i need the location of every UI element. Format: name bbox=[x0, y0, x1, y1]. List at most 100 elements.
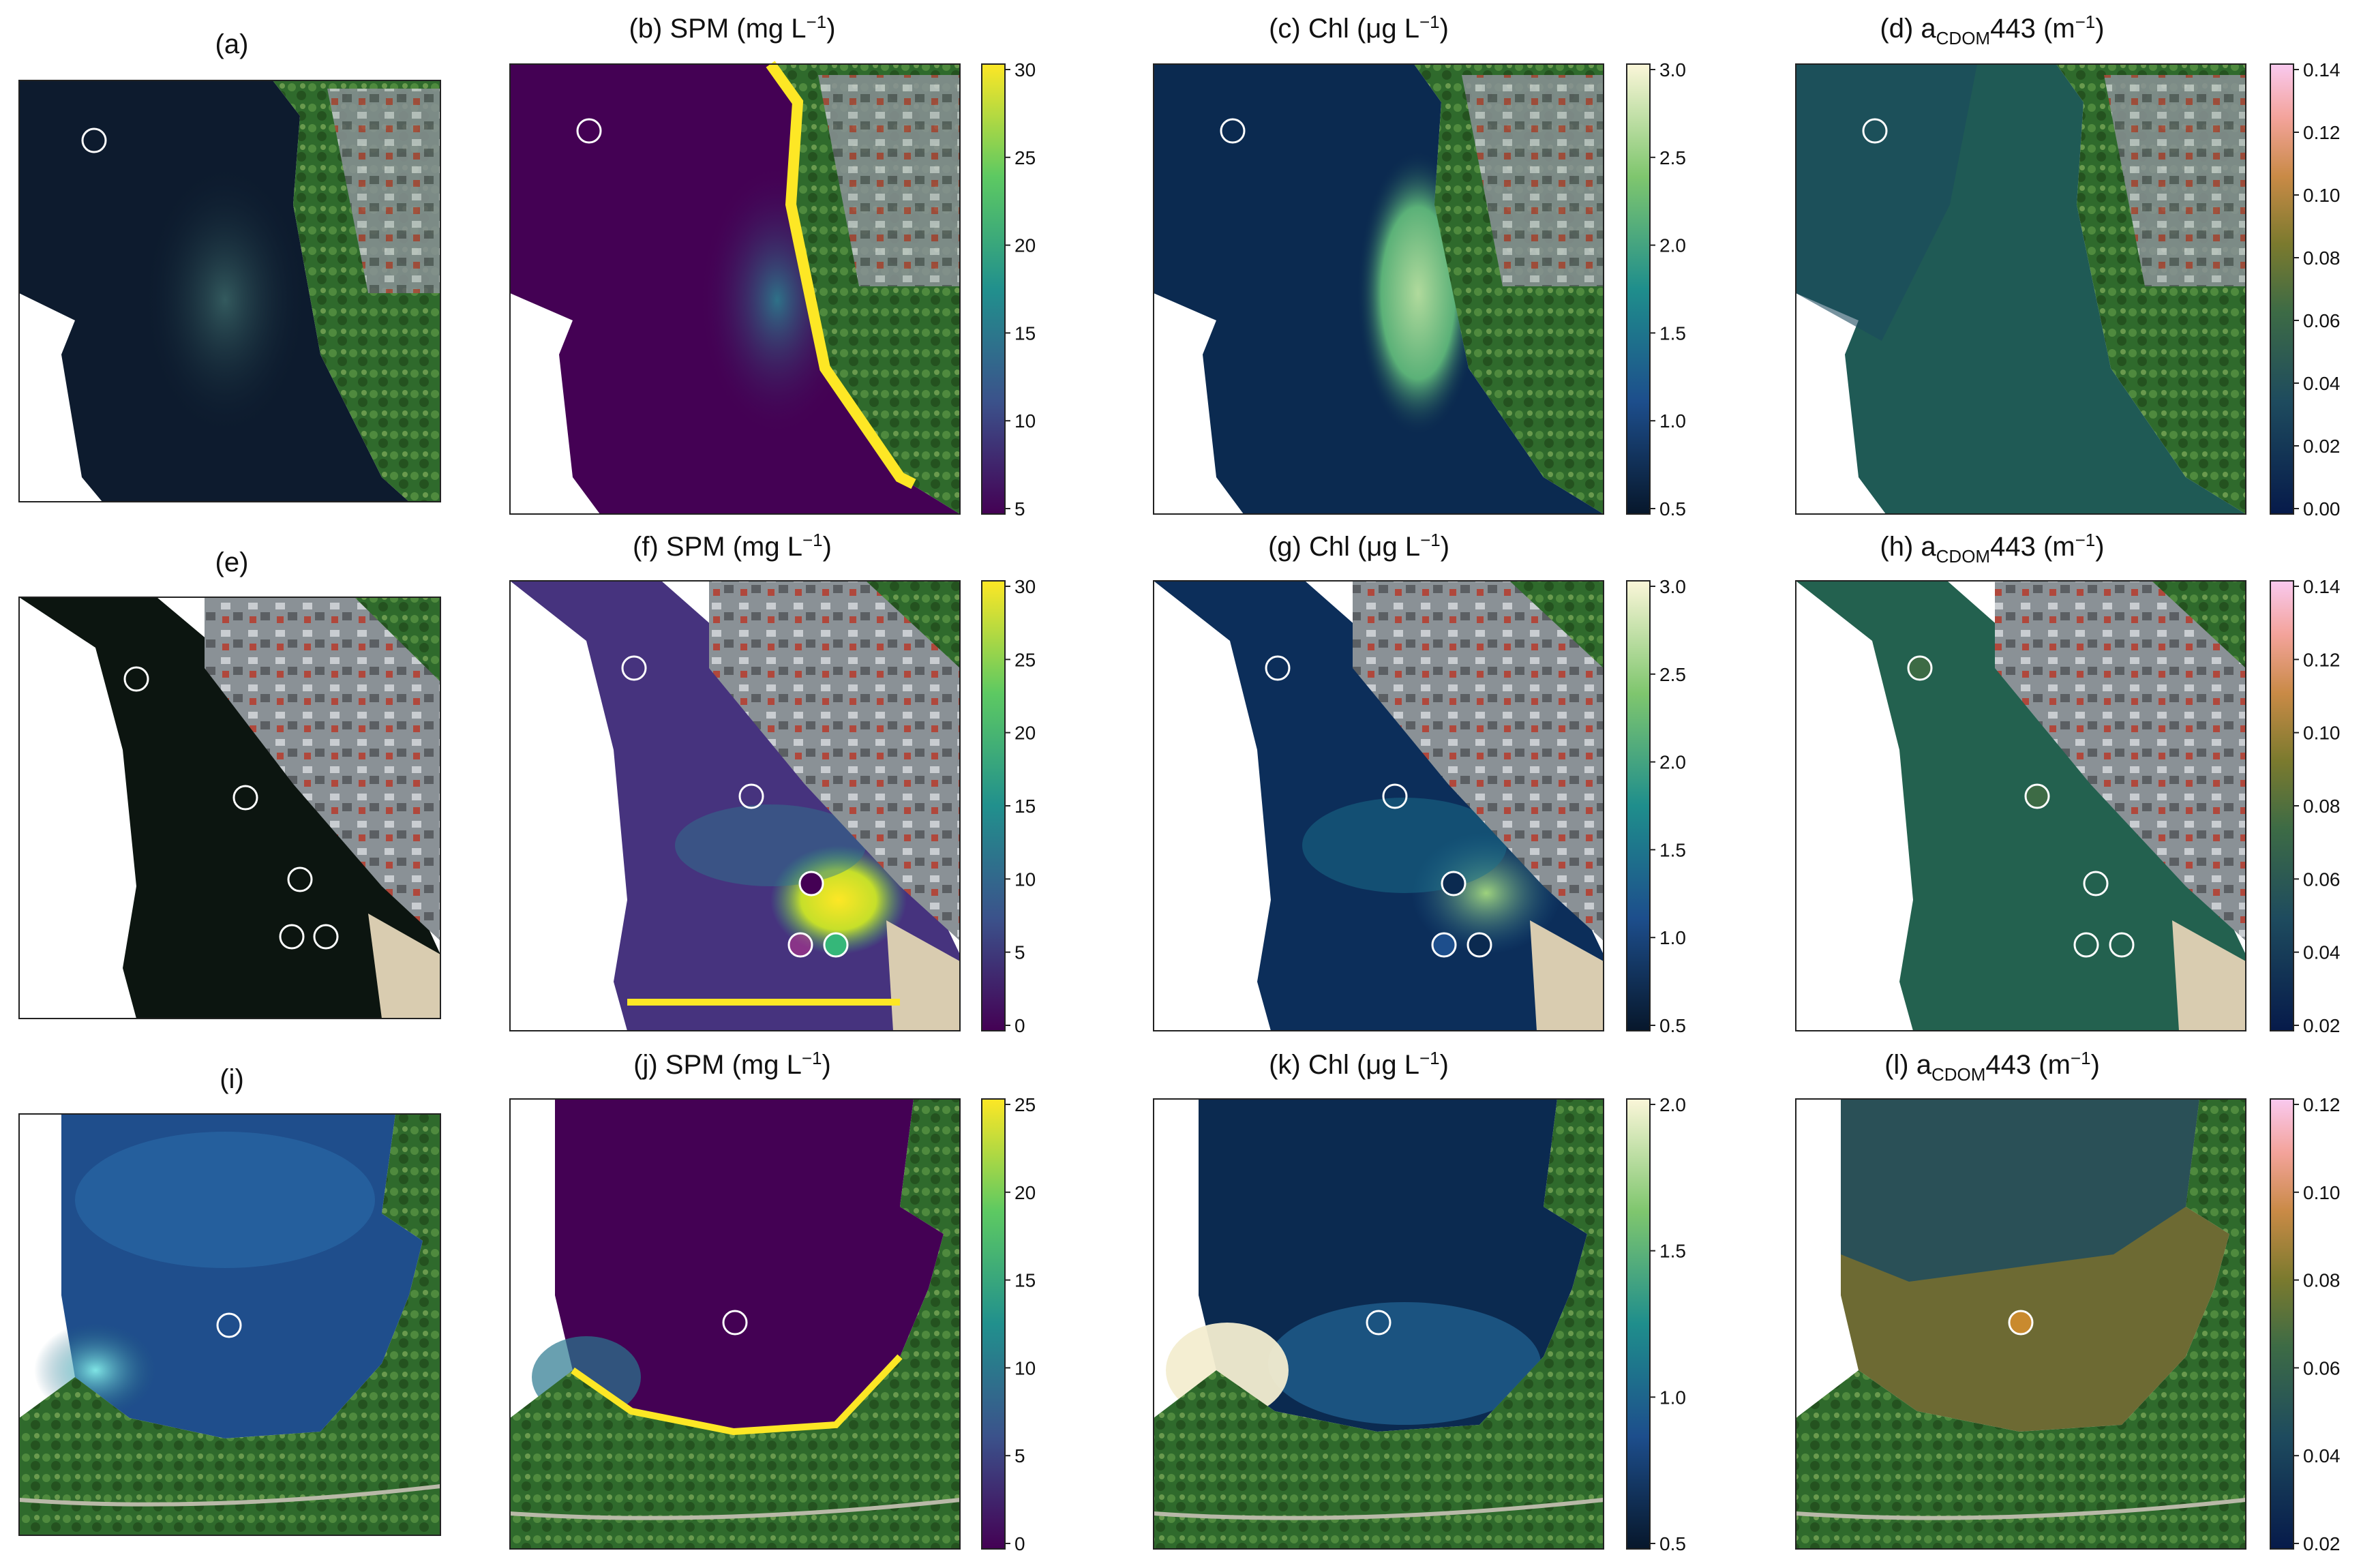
colorbar-tick-label: 2.0 bbox=[1659, 752, 1686, 773]
colorbar-tick-label: 0.08 bbox=[2303, 796, 2341, 817]
colorbar-tick-label: 0.06 bbox=[2303, 310, 2341, 331]
colorbar-tick-label: 20 bbox=[1014, 1182, 1036, 1203]
colorbar-tick-label: 15 bbox=[1014, 796, 1036, 817]
colorbar-tick-label: 0.04 bbox=[2303, 1445, 2341, 1466]
colorbar-tick-label: 0.06 bbox=[2303, 1357, 2341, 1378]
panel-h-map bbox=[1795, 580, 2246, 1031]
colorbar-tick-label: 0.10 bbox=[2303, 723, 2341, 744]
panel-title-b: (b) SPM (mg L−1) bbox=[629, 12, 835, 44]
panel-k-map bbox=[1153, 1098, 1604, 1550]
colorbar-tick-label: 0.12 bbox=[2303, 1094, 2341, 1115]
panel-title-c: (c) Chl (μg L−1) bbox=[1269, 12, 1449, 44]
colorbar-tick-label: 0.08 bbox=[2303, 247, 2341, 269]
colorbar-cdom-1 bbox=[2270, 63, 2294, 515]
sample-markers bbox=[621, 655, 849, 958]
colorbar-tick-label: 30 bbox=[1014, 576, 1036, 597]
colorbar-tick-label: 0 bbox=[1014, 1533, 1025, 1554]
colorbar-tick-label: 1.0 bbox=[1659, 410, 1686, 432]
colorbar-tick-label: 0 bbox=[1014, 1015, 1025, 1036]
colorbar-tick-label: 2.0 bbox=[1659, 1094, 1686, 1115]
panel-title-e: (e) bbox=[215, 547, 249, 577]
sample-marker bbox=[1366, 1310, 1392, 1336]
sample-marker bbox=[722, 1310, 748, 1336]
colorbar-cdom-2 bbox=[2270, 580, 2294, 1031]
colorbar-ticks: 30 25 20 15 10 5 3.0 2.5 2.0 1.5 1.0 0.5 0.14 0.12 0.1… bbox=[1005, 59, 2341, 1554]
colorbar-tick-label: 1.5 bbox=[1659, 839, 1686, 860]
colorbar-tick-label: 2.5 bbox=[1659, 147, 1686, 168]
colorbar-tick-label: 0.06 bbox=[2303, 869, 2341, 890]
panel-title-f: (f) SPM (mg L−1) bbox=[633, 530, 832, 562]
colorbar-tick-label: 0.5 bbox=[1659, 498, 1686, 519]
panel-d-map bbox=[1795, 63, 2246, 515]
colorbar-tick-label: 0.04 bbox=[2303, 942, 2341, 963]
sample-marker bbox=[216, 1312, 242, 1338]
sample-marker bbox=[1862, 118, 1888, 144]
panel-a-image bbox=[18, 80, 441, 502]
colorbar-tick-label: 1.5 bbox=[1659, 322, 1686, 344]
colorbar-tick-label: 20 bbox=[1014, 723, 1036, 744]
panel-title-i: (i) bbox=[220, 1064, 244, 1094]
panel-i-image bbox=[18, 1113, 441, 1536]
colorbar-chl-2 bbox=[1626, 580, 1651, 1031]
colorbar-tick-label: 2.0 bbox=[1659, 235, 1686, 256]
sample-markers bbox=[123, 666, 339, 950]
sample-marker bbox=[2008, 1310, 2034, 1336]
sample-markers bbox=[1907, 655, 2135, 958]
colorbar-tick-label: 15 bbox=[1014, 1270, 1036, 1291]
panel-title-a: (a) bbox=[215, 29, 249, 59]
panel-g-map bbox=[1153, 580, 1604, 1031]
sample-marker bbox=[1220, 118, 1246, 144]
colorbar-spm-3 bbox=[981, 1098, 1006, 1550]
colorbar-tick-label: 0.08 bbox=[2303, 1270, 2341, 1291]
colorbar-tick-label: 25 bbox=[1014, 147, 1036, 168]
colorbar-tick-label: 20 bbox=[1014, 235, 1036, 256]
panel-j-map bbox=[509, 1098, 961, 1550]
colorbar-tick-label: 10 bbox=[1014, 869, 1036, 890]
colorbar-tick-label: 15 bbox=[1014, 322, 1036, 344]
colorbar-spm-1 bbox=[981, 63, 1006, 515]
panel-e-image bbox=[18, 597, 441, 1019]
colorbar-tick-label: 3.0 bbox=[1659, 576, 1686, 597]
panel-title-d: (d) aCDOM443 (m−1) bbox=[1880, 12, 2104, 48]
colorbar-tick-label: 10 bbox=[1014, 1357, 1036, 1378]
panel-title-j: (j) SPM (mg L−1) bbox=[633, 1048, 831, 1080]
colorbar-tick-label: 0.10 bbox=[2303, 185, 2341, 206]
panel-title-h: (h) aCDOM443 (m−1) bbox=[1880, 530, 2104, 567]
colorbar-chl-1 bbox=[1626, 63, 1651, 515]
sample-marker bbox=[576, 118, 602, 144]
colorbar-tick-label: 0.04 bbox=[2303, 373, 2341, 394]
colorbar-tick-label: 5 bbox=[1014, 1445, 1025, 1466]
colorbar-tick-label: 1.0 bbox=[1659, 1387, 1686, 1408]
colorbar-tick-label: 5 bbox=[1014, 498, 1025, 519]
panel-f-map bbox=[509, 580, 961, 1031]
colorbar-spm-2 bbox=[981, 580, 1006, 1031]
colorbar-chl-3 bbox=[1626, 1098, 1651, 1550]
colorbar-cdom-3 bbox=[2270, 1098, 2294, 1550]
panel-c-map bbox=[1153, 63, 1604, 515]
colorbar-tick-label: 0.00 bbox=[2303, 498, 2341, 519]
colorbar-tick-label: 25 bbox=[1014, 1094, 1036, 1115]
colorbar-tick-label: 0.12 bbox=[2303, 122, 2341, 143]
colorbar-tick-label: 1.0 bbox=[1659, 927, 1686, 948]
panel-title-g: (g) Chl (μg L−1) bbox=[1268, 530, 1449, 562]
panel-title-k: (k) Chl (μg L−1) bbox=[1269, 1048, 1449, 1080]
colorbar-tick-label: 1.5 bbox=[1659, 1241, 1686, 1262]
colorbar-tick-label: 0.14 bbox=[2303, 576, 2341, 597]
panel-title-l: (l) aCDOM443 (m−1) bbox=[1884, 1048, 2100, 1085]
colorbar-tick-label: 0.02 bbox=[2303, 1533, 2341, 1554]
colorbar-tick-label: 0.14 bbox=[2303, 59, 2341, 80]
panel-l-map bbox=[1795, 1098, 2246, 1550]
sample-marker bbox=[81, 127, 107, 153]
colorbar-tick-label: 30 bbox=[1014, 59, 1036, 80]
colorbar-tick-label: 0.02 bbox=[2303, 436, 2341, 457]
colorbar-tick-label: 0.5 bbox=[1659, 1533, 1686, 1554]
colorbar-tick-label: 3.0 bbox=[1659, 59, 1686, 80]
colorbar-tick-label: 0.02 bbox=[2303, 1015, 2341, 1036]
colorbar-tick-label: 10 bbox=[1014, 410, 1036, 432]
colorbar-tick-label: 0.12 bbox=[2303, 649, 2341, 670]
colorbar-tick-label: 25 bbox=[1014, 649, 1036, 670]
colorbar-tick-label: 5 bbox=[1014, 942, 1025, 963]
colorbar-tick-label: 0.10 bbox=[2303, 1182, 2341, 1203]
sample-markers bbox=[1265, 655, 1492, 958]
